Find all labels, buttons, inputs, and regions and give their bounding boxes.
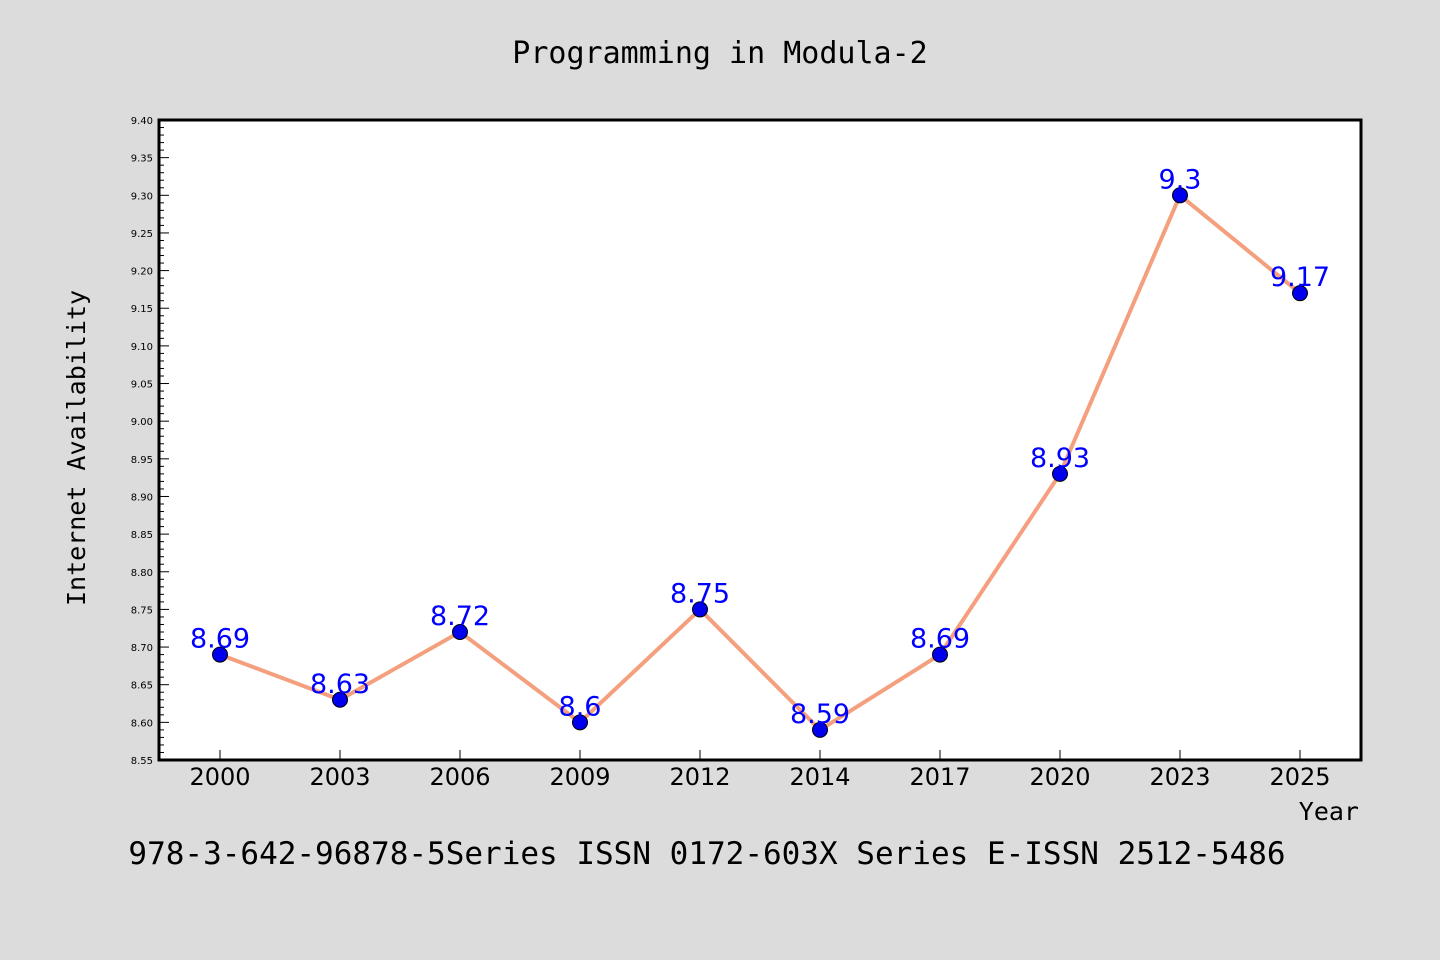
y-tick-label: 8.85 (131, 530, 153, 541)
y-tick-label: 9.40 (131, 116, 153, 127)
y-tick-label: 8.70 (131, 643, 153, 654)
data-label: 9.3 (1159, 164, 1202, 195)
data-point-marker (332, 691, 348, 708)
data-point-marker (212, 646, 228, 663)
y-tick-label: 8.75 (131, 605, 153, 616)
y-tick-label: 9.10 (131, 342, 153, 353)
x-tick-label: 2012 (669, 763, 730, 791)
data-label: 9.17 (1270, 262, 1330, 293)
y-tick-label: 8.80 (131, 568, 153, 579)
x-tick-label: 2025 (1269, 763, 1330, 791)
data-point-marker (1292, 285, 1308, 302)
y-tick-label: 8.55 (131, 756, 153, 767)
data-label: 8.69 (190, 624, 250, 655)
x-axis: 2000 2003 2006 2009 2012 2014 2017 2020 2023 2025 (189, 750, 1331, 791)
x-tick-label: 2003 (309, 763, 370, 791)
data-label-group: 8.69 8.63 8.72 8.6 8.75 8.59 8.69 8.93 9.3 9.17 (190, 164, 1330, 730)
y-tick-label: 9.05 (131, 380, 153, 391)
x-tick-label: 2000 (189, 763, 250, 791)
y-tick-label: 8.95 (131, 455, 153, 466)
data-label: 8.63 (310, 669, 370, 700)
y-tick-label: 8.65 (131, 681, 153, 692)
x-tick-label: 2023 (1149, 763, 1210, 791)
y-axis-label: Internet Availability (62, 290, 91, 606)
x-tick-label: 2020 (1029, 763, 1090, 791)
y-tick-label: 8.90 (131, 492, 153, 503)
y-tick-label: 9.25 (131, 229, 153, 240)
data-label: 8.69 (910, 624, 970, 655)
y-tick-label: 9.35 (131, 154, 153, 165)
x-tick-label: 2006 (429, 763, 490, 791)
data-label: 8.93 (1030, 443, 1090, 474)
series-line-group (212, 187, 1308, 738)
data-label: 8.75 (670, 578, 730, 609)
x-tick-label: 2014 (789, 763, 850, 791)
data-point-marker (932, 646, 948, 663)
data-point-marker (572, 714, 588, 731)
y-tick-label: 9.20 (131, 267, 153, 278)
x-tick-label: 2017 (909, 763, 970, 791)
series-line (219, 193, 1302, 732)
data-point-marker (1052, 465, 1068, 482)
x-tick-label: 2009 (549, 763, 610, 791)
data-point-marker (452, 624, 468, 640)
x-axis-label: Year (1299, 797, 1359, 826)
data-point-marker (1172, 187, 1188, 204)
footer-isbn-text: 978-3-642-96878-5Series ISSN 0172-603X S… (128, 836, 1285, 872)
y-tick-label: 9.30 (131, 191, 153, 202)
data-label: 8.6 (559, 691, 602, 722)
y-tick-label: 8.60 (131, 718, 153, 729)
data-point-marker (692, 601, 708, 618)
plot-area (157, 118, 1363, 762)
chart-title: Programming in Modula-2 (512, 36, 927, 71)
data-label: 8.59 (790, 699, 850, 730)
data-label: 8.72 (430, 601, 490, 632)
data-point-marker (812, 721, 828, 738)
y-axis: 8.55 8.60 8.65 8.70 8.75 8.80 8.85 8.90 8.95 9.00… (131, 116, 169, 767)
y-tick-label: 9.15 (131, 304, 153, 315)
y-tick-label: 9.00 (131, 417, 153, 428)
